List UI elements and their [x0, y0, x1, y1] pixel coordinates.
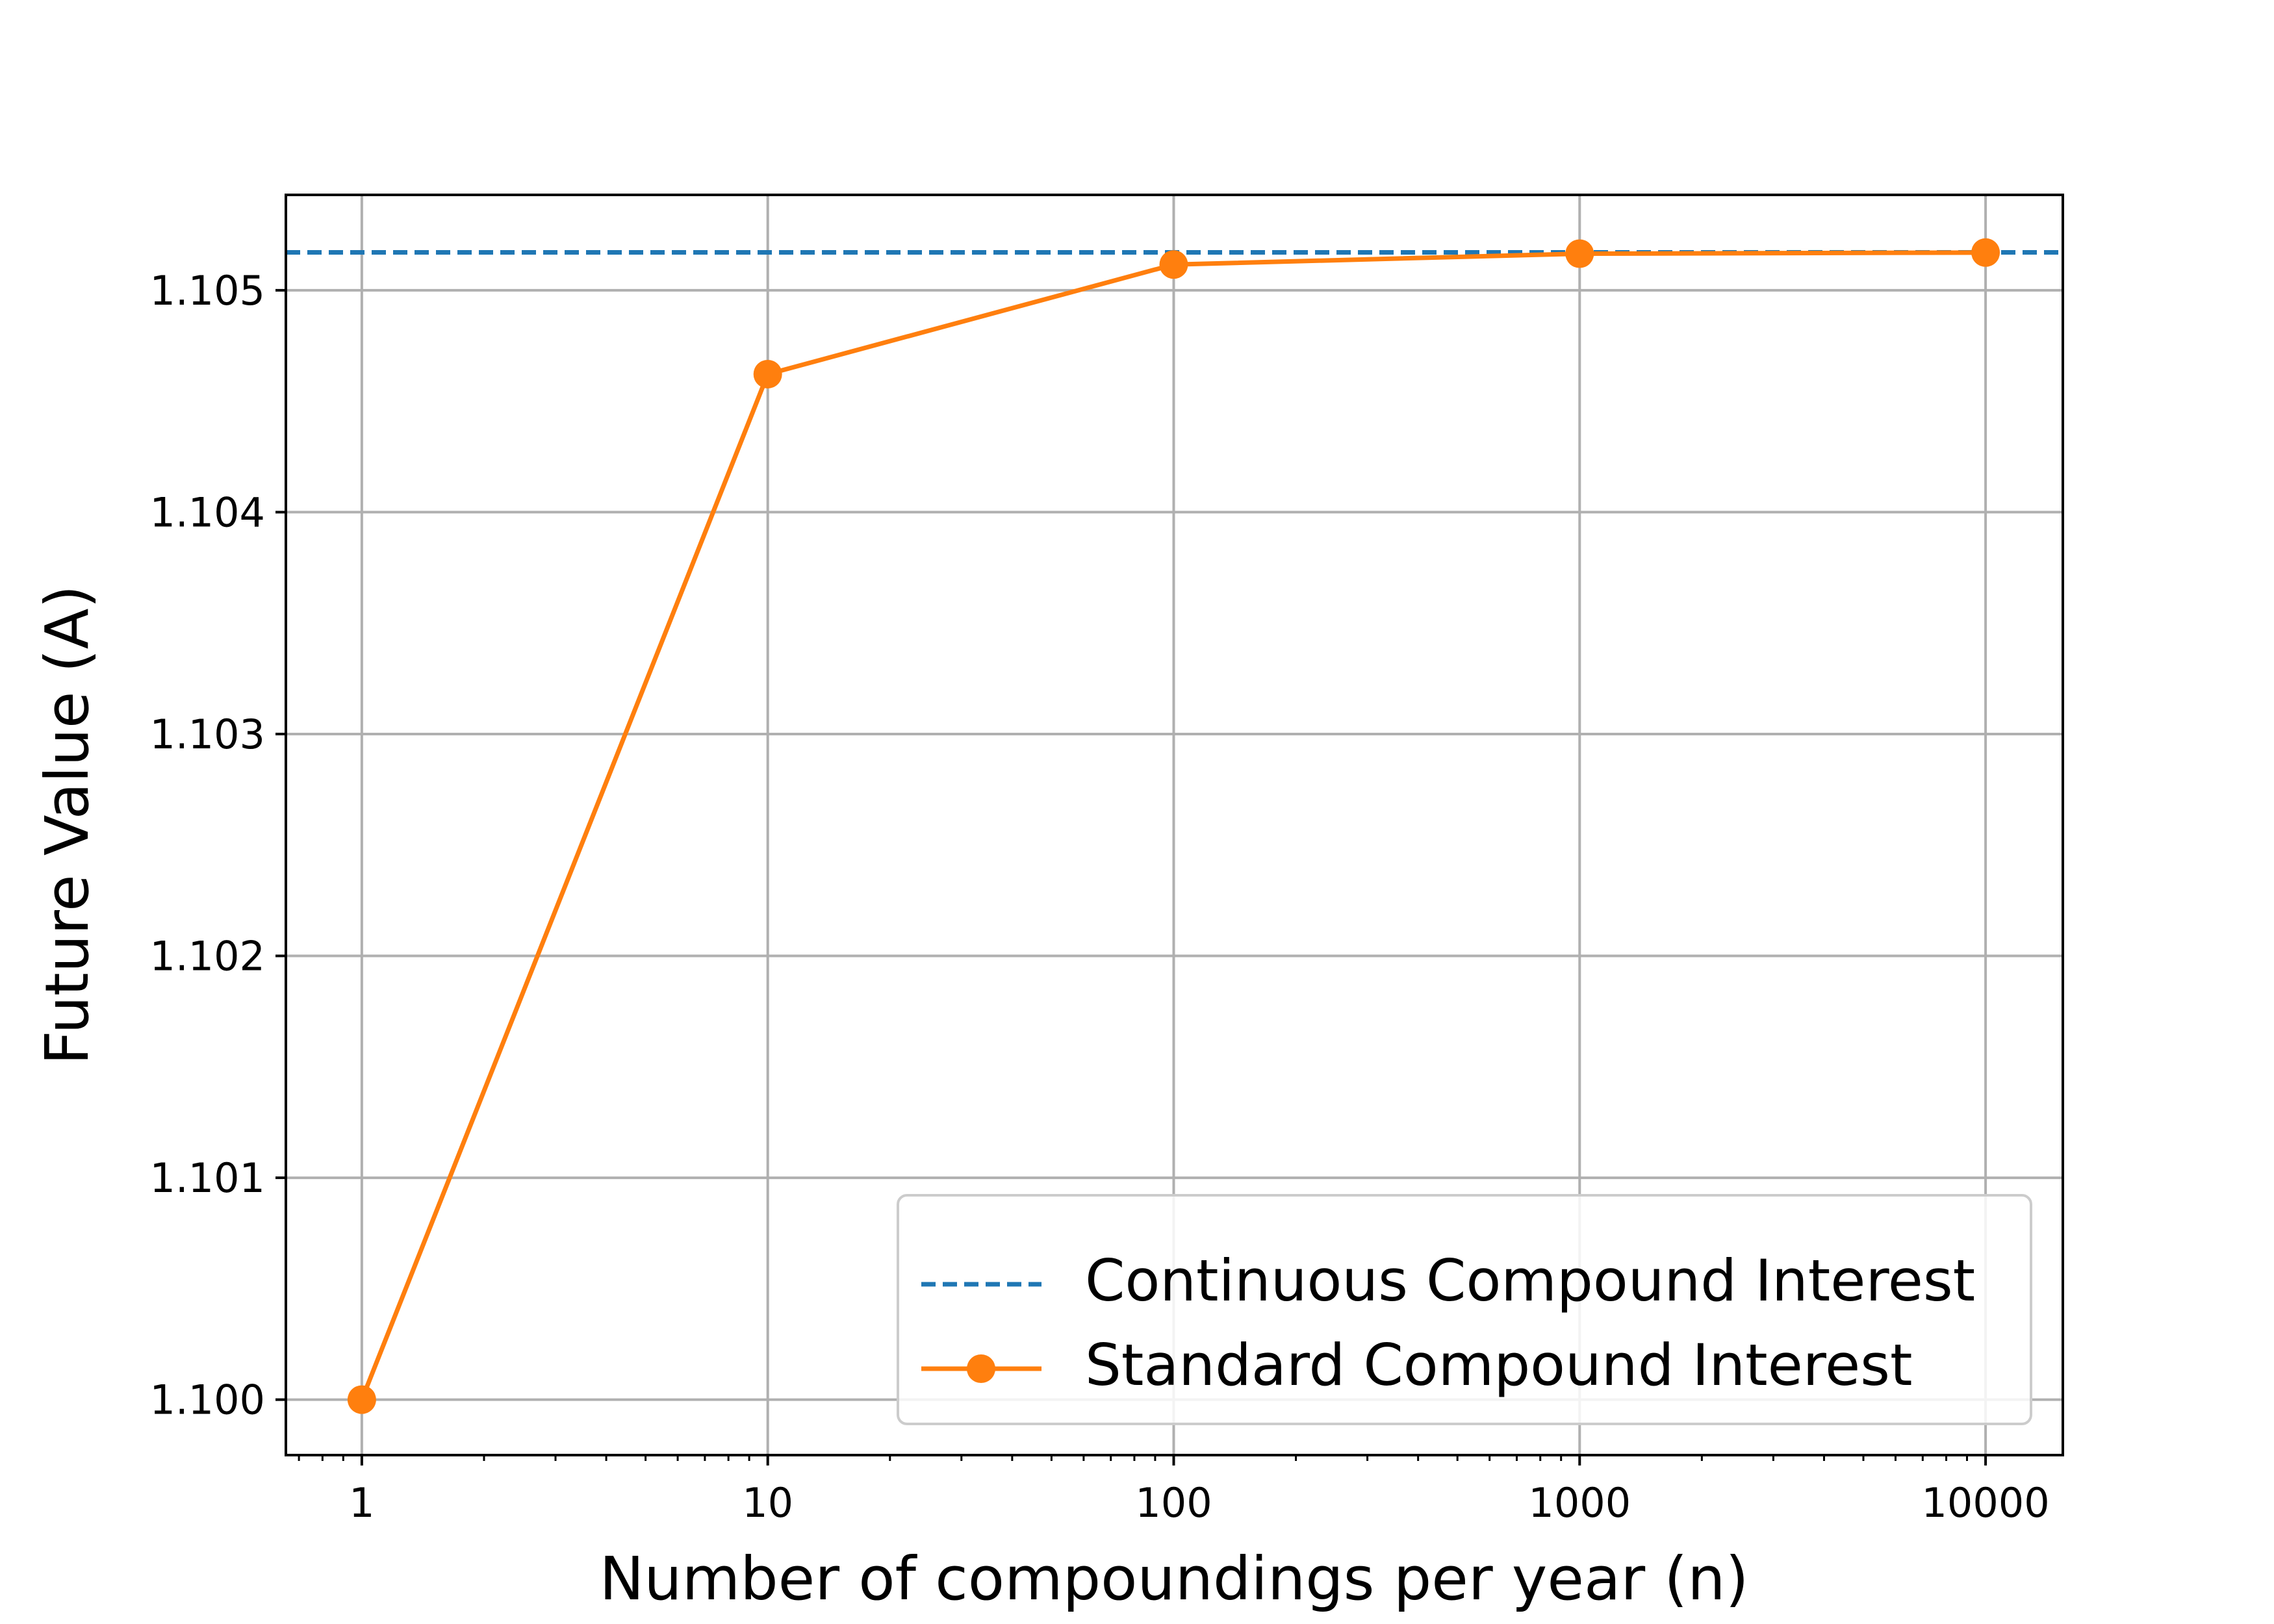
y-tick-label: 1.101: [150, 1154, 266, 1202]
plot-series: [286, 238, 2063, 1414]
data-point: [1159, 250, 1188, 279]
y-tick-label: 1.103: [150, 711, 266, 758]
legend-frame: [897, 1194, 2032, 1425]
y-tick-label: 1.104: [150, 488, 266, 536]
y-tick-label: 1.105: [150, 267, 266, 314]
legend-marker-standard: [967, 1354, 995, 1383]
x-tick-label: 1000: [1528, 1479, 1631, 1527]
y-axis-label: Future Value (A): [32, 585, 102, 1065]
data-point: [347, 1385, 376, 1414]
data-point: [753, 359, 782, 388]
legend: Continuous Compound Interest Standard Co…: [897, 1194, 2032, 1425]
y-tick-label: 1.102: [150, 933, 266, 980]
x-tick-label: 1: [349, 1479, 374, 1527]
axis-ticks: 1 10 100 1000 10000 1.100 1.101 1.102 1.103 1.104…: [150, 267, 2050, 1527]
x-axis-label: Number of compoundings per year (n): [599, 1544, 1748, 1614]
data-point: [1565, 239, 1594, 268]
x-tick-label: 10000: [1921, 1479, 2049, 1527]
x-tick-label: 100: [1135, 1479, 1212, 1527]
legend-label-standard: Standard Compound Interest: [1085, 1332, 1913, 1399]
data-point: [1971, 238, 2000, 267]
legend-label-continuous: Continuous Compound Interest: [1085, 1247, 1975, 1314]
x-tick-label: 10: [742, 1479, 793, 1527]
y-tick-label: 1.100: [150, 1377, 266, 1424]
